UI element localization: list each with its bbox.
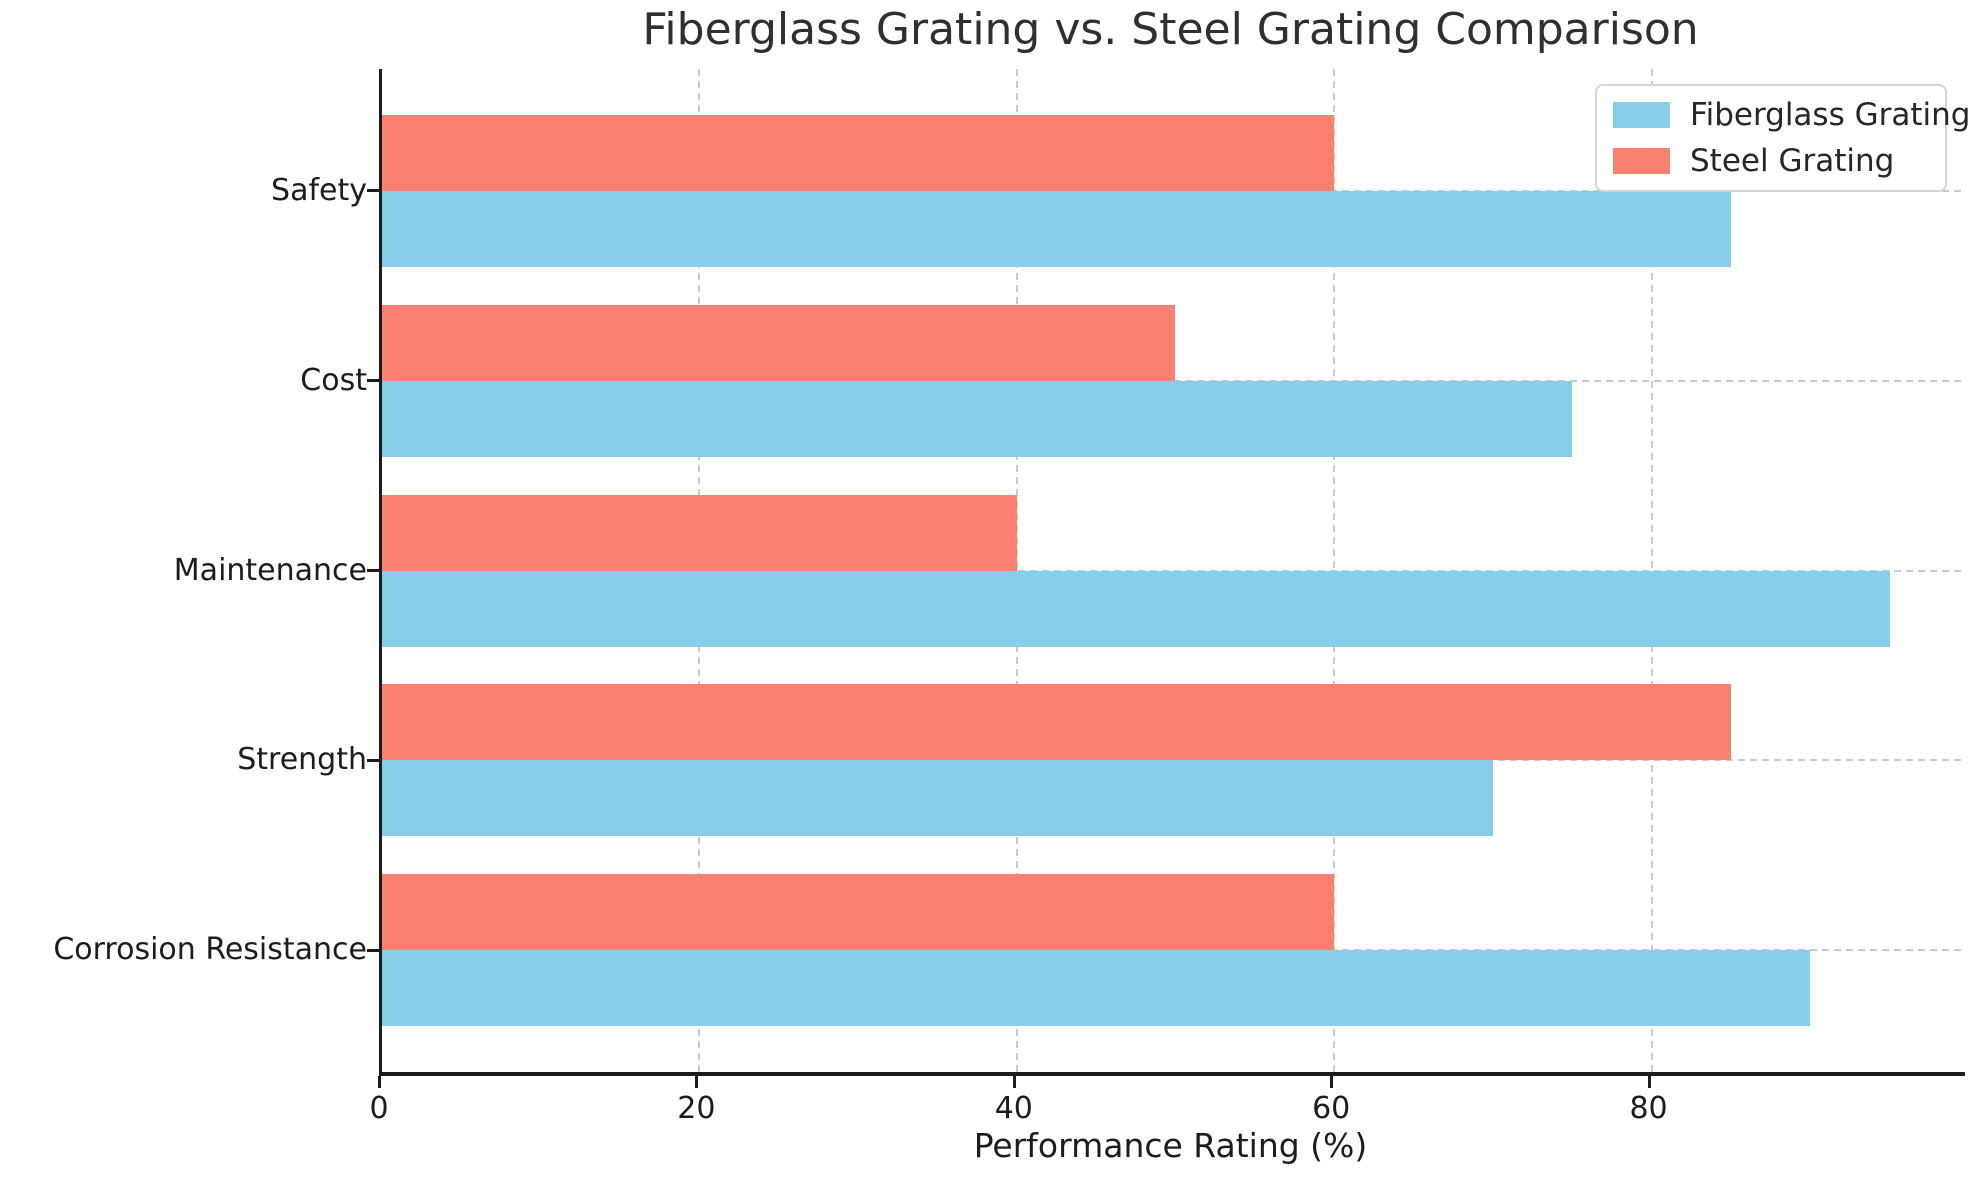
bar-steel-cost bbox=[382, 304, 1176, 381]
legend-label: Steel Grating bbox=[1690, 143, 1895, 179]
x-tick-mark bbox=[1330, 1076, 1334, 1088]
chart-title: Fiberglass Grating vs. Steel Grating Com… bbox=[642, 4, 1699, 55]
y-tick-mark bbox=[367, 379, 379, 383]
x-tick-mark bbox=[1012, 1076, 1016, 1088]
category-label: Corrosion Resistance bbox=[53, 932, 367, 968]
legend-item: Steel Grating bbox=[1613, 144, 1929, 178]
x-axis-label: Performance Rating (%) bbox=[973, 1126, 1368, 1165]
bar-fiberglass-maintenance bbox=[382, 570, 1890, 647]
x-tick-mark bbox=[378, 1076, 381, 1088]
x-tick-mark bbox=[1647, 1076, 1651, 1088]
category-label: Cost bbox=[300, 362, 367, 398]
y-tick-mark bbox=[367, 948, 379, 952]
y-tick-mark bbox=[367, 758, 379, 762]
y-tick-mark bbox=[367, 189, 379, 193]
bar-steel-strength bbox=[382, 684, 1731, 761]
legend-swatch-icon bbox=[1613, 102, 1670, 128]
bar-fiberglass-safety bbox=[382, 190, 1731, 267]
x-tick-label: 60 bbox=[1312, 1091, 1351, 1126]
legend-item: Fiberglass Grating bbox=[1613, 98, 1970, 132]
bar-fiberglass-cost bbox=[382, 380, 1573, 457]
x-tick-mark bbox=[695, 1076, 699, 1088]
x-tick-label: 0 bbox=[369, 1091, 389, 1126]
bar-steel-maintenance bbox=[382, 494, 1017, 571]
bar-fiberglass-strength bbox=[382, 760, 1493, 837]
category-label: Strength bbox=[237, 742, 367, 778]
legend-label: Fiberglass Grating bbox=[1690, 97, 1971, 133]
category-label: Maintenance bbox=[173, 552, 367, 588]
x-tick-label: 40 bbox=[994, 1091, 1033, 1126]
y-tick-mark bbox=[367, 569, 379, 572]
legend-swatch-icon bbox=[1613, 148, 1670, 174]
x-tick-label: 20 bbox=[677, 1091, 716, 1126]
x-tick-label: 80 bbox=[1629, 1091, 1668, 1126]
legend: Fiberglass Grating Steel Grating bbox=[1595, 84, 1970, 192]
plot-area bbox=[379, 69, 1965, 1076]
category-label: Safety bbox=[271, 172, 367, 208]
bar-steel-corrosion-resistance bbox=[382, 874, 1335, 951]
bar-steel-safety bbox=[382, 114, 1335, 191]
bar-fiberglass-corrosion-resistance bbox=[382, 950, 1811, 1027]
